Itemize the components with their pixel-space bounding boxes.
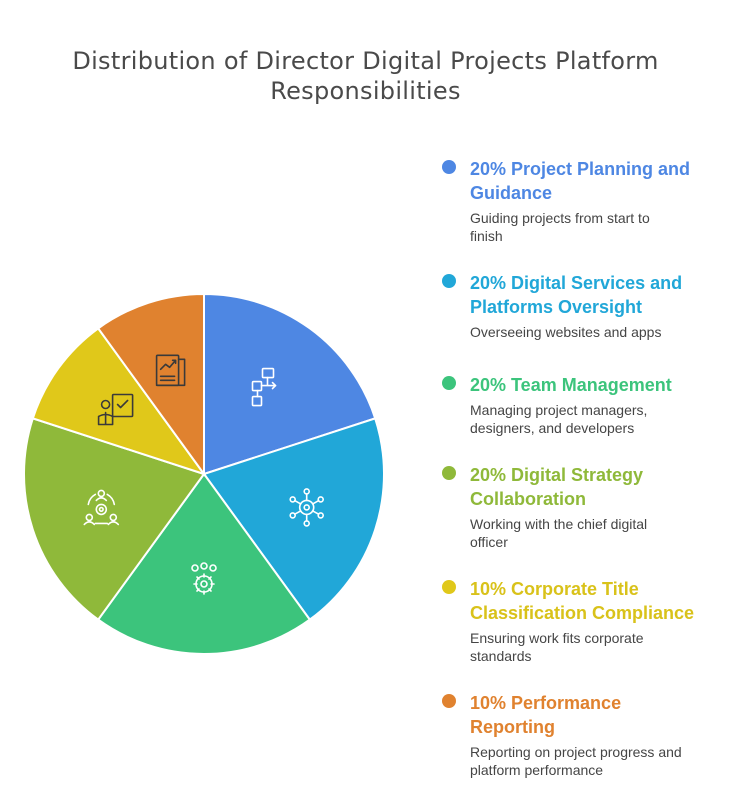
legend-title-line: 20% Project Planning and: [470, 159, 691, 179]
legend-dot: [442, 580, 456, 594]
network-eye-icon: [289, 488, 325, 527]
legend-description-line: Ensuring work fits corporate: [470, 630, 644, 646]
legend-dot: [442, 694, 456, 708]
legend-item-description: Guiding projects from start to finish: [470, 209, 710, 245]
flowchart-icon: [251, 367, 277, 407]
legend-description-line: Guiding projects from start to: [470, 210, 650, 226]
legend-title-line: Platforms Oversight: [470, 297, 643, 317]
legend-item-title: 10% Performance Reporting: [470, 691, 731, 739]
chart-title: Distribution of Director Digital Project…: [0, 46, 731, 106]
legend-dot: [442, 160, 456, 174]
legend-title-line: Collaboration: [470, 489, 586, 509]
pie-slice-3: [96, 472, 312, 655]
legend-title-line: Guidance: [470, 183, 553, 203]
legend-title-line: 20% Team Management: [470, 375, 672, 395]
legend-dot: [442, 466, 456, 480]
report-chart-icon: [155, 354, 186, 387]
legend-description-line: Working with the chief digital: [470, 516, 648, 532]
legend-item-title: 20% Digital Strategy Collaboration: [470, 463, 731, 511]
legend-description-line: Managing project managers,: [470, 402, 648, 418]
legend-title-line: 20% Digital Strategy: [470, 465, 644, 485]
legend-description-line: Overseeing websites and apps: [470, 324, 662, 340]
legend-dot: [442, 376, 456, 390]
pie-slice-5: [31, 326, 207, 476]
legend-title-line: Reporting: [470, 717, 555, 737]
legend-item-title: 20% Digital Services and Platforms Oversi…: [470, 271, 731, 319]
chart-title-line-2: Responsibilities: [270, 77, 461, 105]
pie-slice-6: [96, 292, 205, 478]
legend-description-line: designers, and developers: [470, 420, 635, 436]
legend-title-line: 10% Performance: [470, 693, 622, 713]
pie-slice-4: [23, 417, 206, 622]
legend-item-description: Reporting on project progress and platfor…: [470, 743, 710, 779]
legend-item-description: Ensuring work fits corporate standards: [470, 629, 710, 665]
legend-description-line: standards: [470, 648, 532, 664]
legend-item-description: Managing project managers, designers, and…: [470, 401, 710, 437]
legend-title-line: 10% Corporate Title: [470, 579, 639, 599]
legend-title-line: Classification Compliance: [470, 603, 695, 623]
legend-description-line: finish: [470, 228, 503, 244]
team-gear-icon: [191, 562, 217, 595]
people-gear-icon: [83, 489, 120, 526]
legend-item-title: 10% Corporate Title Classification Compli…: [470, 577, 731, 625]
legend-description-line: Reporting on project progress and: [470, 744, 682, 760]
legend-dot: [442, 274, 456, 288]
person-checklist-icon: [97, 393, 134, 426]
pie-slice-2: [202, 417, 385, 622]
legend-description-line: platform performance: [470, 762, 604, 778]
legend-description-line: officer: [470, 534, 508, 550]
legend-item-description: Working with the chief digital officer: [470, 515, 710, 551]
chart-title-line-1: Distribution of Director Digital Project…: [72, 47, 659, 75]
pie-slice-1: [203, 292, 377, 476]
legend-item-title: 20% Team Management: [470, 373, 731, 397]
legend-item-description: Overseeing websites and apps: [470, 323, 710, 341]
legend-item-title: 20% Project Planning and Guidance: [470, 157, 731, 205]
legend-title-line: 20% Digital Services and: [470, 273, 683, 293]
